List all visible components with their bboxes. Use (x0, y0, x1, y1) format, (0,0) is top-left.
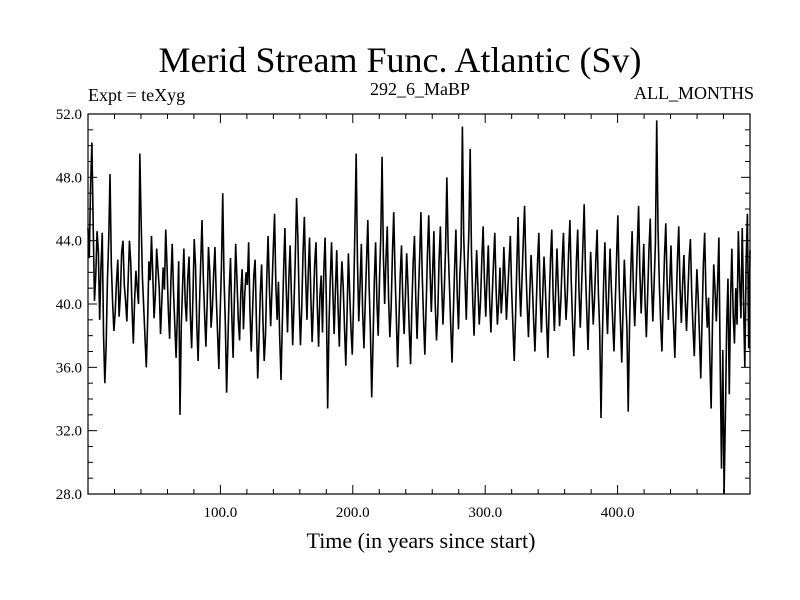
x-axis-label: Time (in years since start) (306, 528, 536, 553)
period-label: ALL_MONTHS (634, 83, 754, 103)
x-tick-label: 400.0 (601, 505, 635, 521)
tick-labels: 28.0 32.0 36.0 40.0 44.0 48.0 52.0 100.0 200.0 30… (56, 107, 635, 521)
experiment-label: Expt = teXyg (88, 85, 186, 105)
y-tick-label: 44.0 (56, 234, 82, 250)
y-tick-label: 28.0 (56, 487, 82, 503)
y-tick-label: 40.0 (56, 297, 82, 313)
axis-ticks (88, 113, 750, 495)
x-tick-label: 100.0 (204, 505, 238, 521)
y-tick-label: 52.0 (56, 107, 82, 123)
y-tick-label: 48.0 (56, 170, 82, 186)
x-tick-label: 300.0 (468, 505, 502, 521)
plot-frame (87, 113, 751, 495)
y-tick-label: 32.0 (56, 424, 82, 440)
run-label: 292_6_MaBP (369, 79, 470, 99)
x-tick-label: 200.0 (336, 505, 370, 521)
y-tick-label: 36.0 (56, 360, 82, 376)
series-line (87, 120, 751, 495)
chart-title: Merid Stream Func. Atlantic (Sv) (158, 40, 642, 80)
